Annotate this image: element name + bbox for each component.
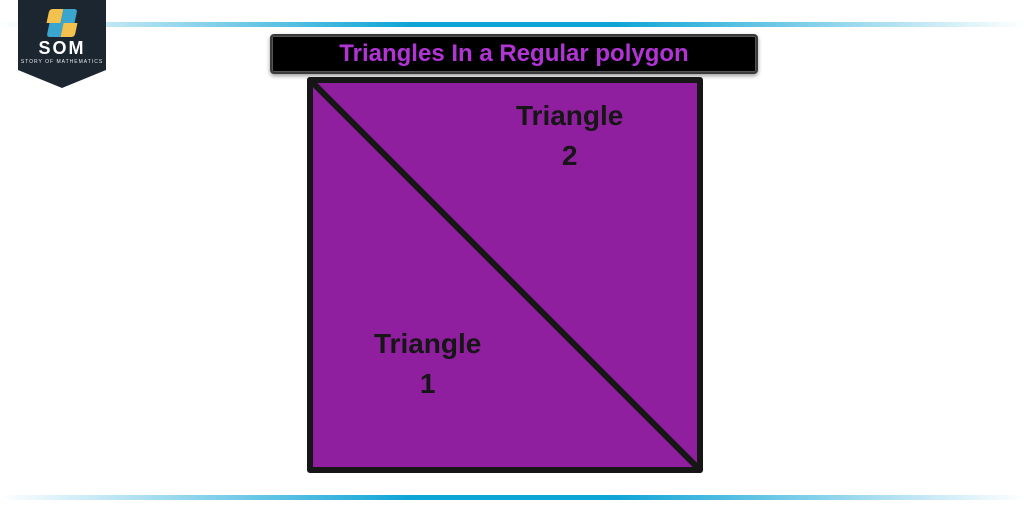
title-box: Triangles In a Regular polygon	[270, 34, 758, 74]
polygon-diagram: Triangle 2 Triangle 1	[306, 76, 704, 474]
logo-tail-icon	[18, 70, 106, 88]
title-text: Triangles In a Regular polygon	[339, 40, 688, 68]
triangle-2-label-line2: 2	[516, 138, 623, 174]
logo-body: SOM STORY OF MATHEMATICS	[18, 0, 106, 70]
logo-acronym: SOM	[38, 39, 85, 57]
site-logo: SOM STORY OF MATHEMATICS	[18, 0, 106, 90]
triangle-1-label-line1: Triangle	[374, 326, 481, 362]
diagram-svg	[306, 76, 704, 474]
triangle-1-label-line2: 1	[374, 366, 481, 402]
logo-mark-icon	[48, 9, 76, 37]
triangle-2-label-line1: Triangle	[516, 98, 623, 134]
top-gradient-line	[0, 22, 1024, 27]
bottom-gradient-line	[0, 495, 1024, 500]
triangle-1-label: Triangle 1	[374, 326, 481, 403]
triangle-2-label: Triangle 2	[516, 98, 623, 175]
canvas: SOM STORY OF MATHEMATICS Triangles In a …	[0, 0, 1024, 512]
logo-subtitle: STORY OF MATHEMATICS	[21, 59, 103, 65]
